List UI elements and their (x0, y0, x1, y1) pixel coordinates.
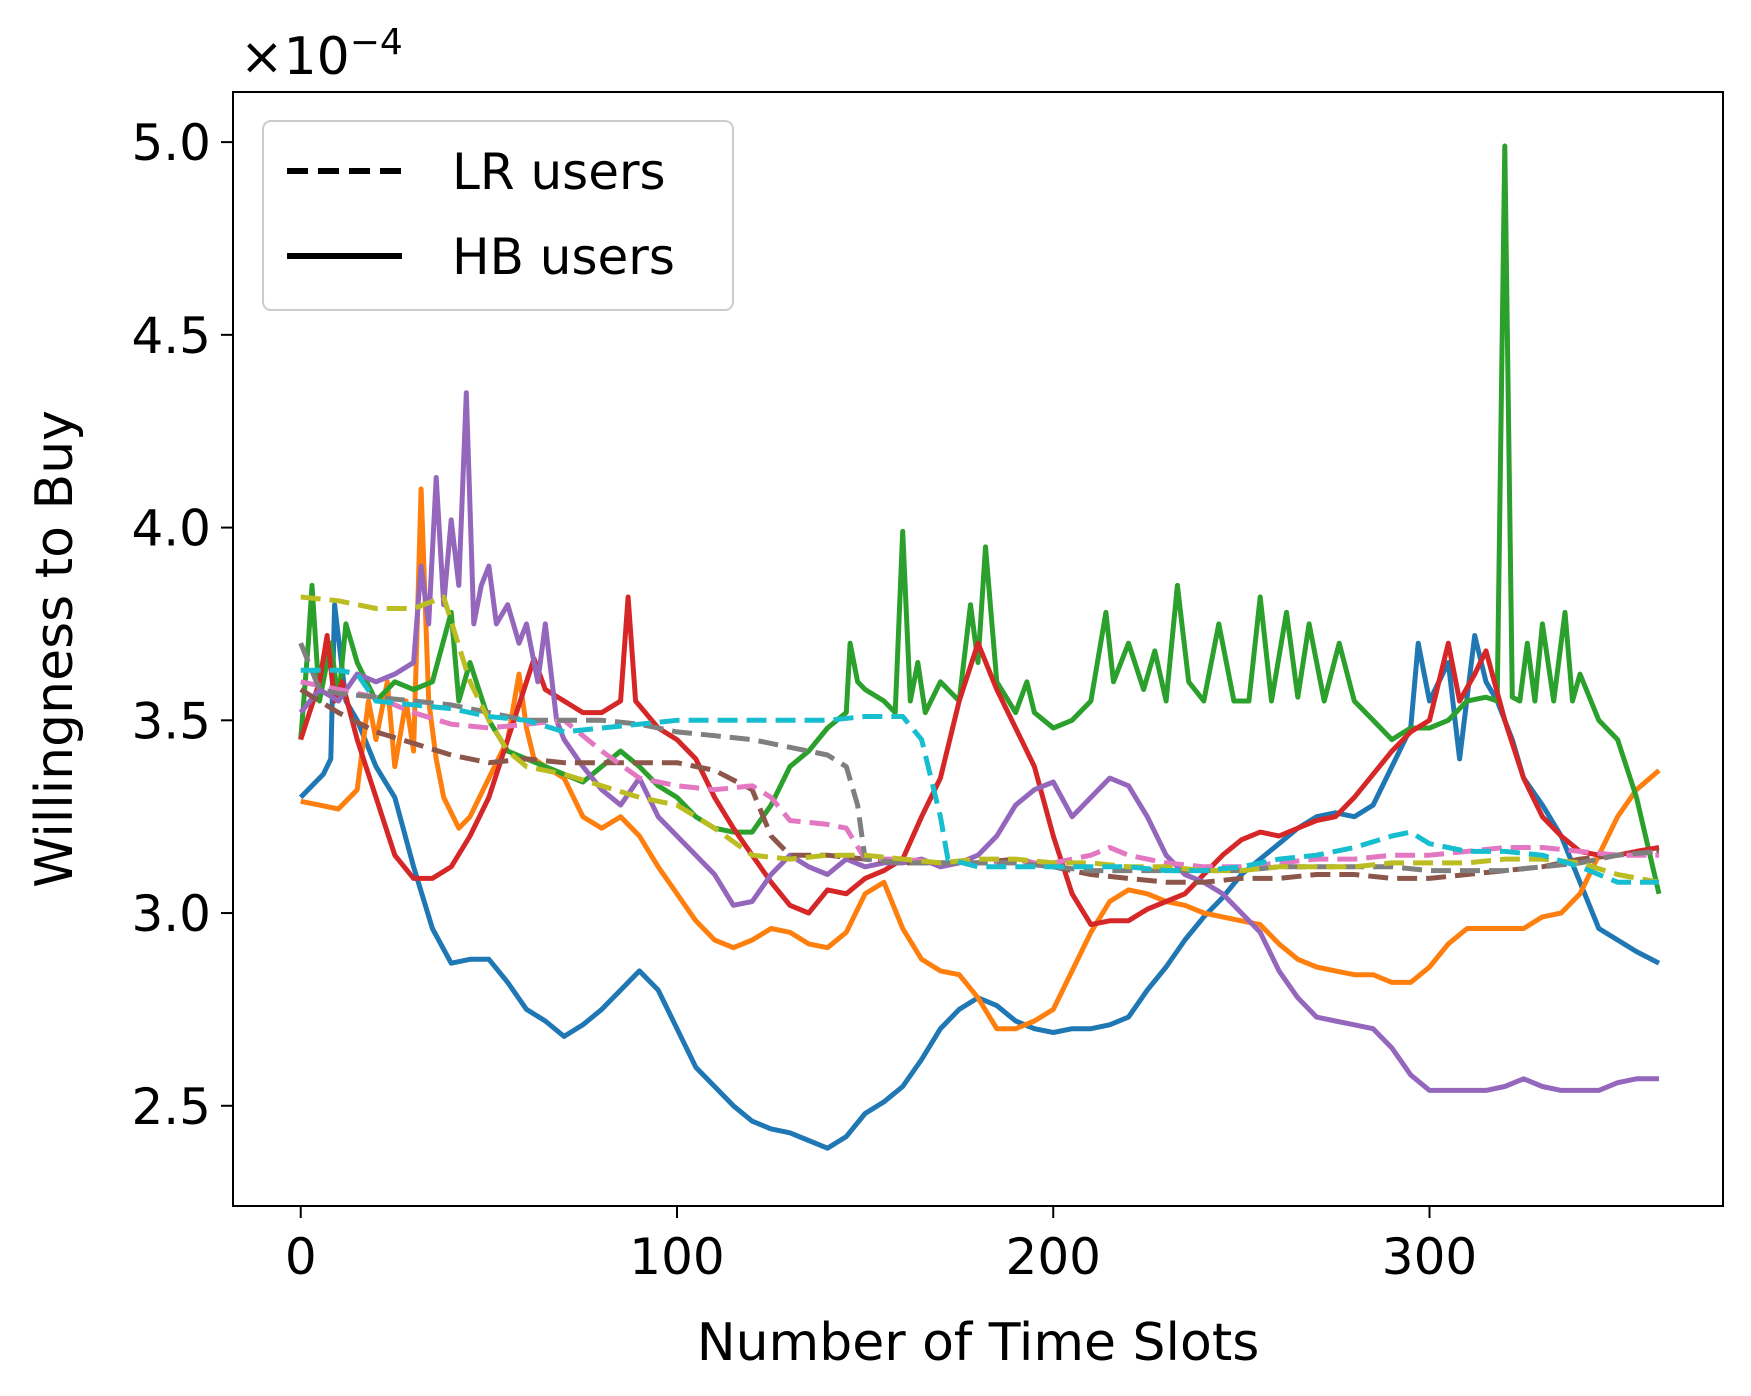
legend-label-lr: LR users (452, 143, 666, 201)
series-line-10 (300, 667, 1659, 885)
x-tick-label: 200 (1006, 1228, 1101, 1286)
series-line-4 (298, 594, 1660, 928)
y-tick-label: 3.5 (131, 692, 211, 750)
legend-label-hb: HB users (452, 228, 675, 286)
y-tick-label: 2.5 (131, 1078, 211, 1136)
x-tick-label: 300 (1382, 1228, 1477, 1286)
y-axis-ticks: 2.5 3.0 3.5 4.0 4.5 5.0 (131, 114, 233, 1136)
x-tick-label: 100 (629, 1228, 724, 1286)
y-tick-label: 3.0 (131, 885, 211, 943)
y-tick-label: 5.0 (131, 114, 211, 172)
y-axis-label: Willingness to Buy (25, 410, 85, 888)
series-line-9 (300, 594, 1660, 885)
series-lines (298, 143, 1662, 1151)
x-axis-label: Number of Time Slots (697, 1313, 1260, 1373)
y-axis-multiplier: ×10−4 (240, 22, 403, 87)
x-tick-label: 0 (285, 1228, 317, 1286)
plot-frame (232, 91, 1724, 1207)
series-line-3 (298, 143, 1662, 895)
x-axis-ticks: 0 100 200 300 (285, 1206, 1477, 1286)
y-tick-label: 4.5 (131, 307, 211, 365)
legend: LR users HB users (262, 120, 734, 311)
series-line-6 (299, 687, 1660, 885)
series-line-2 (300, 486, 1661, 1032)
y-tick-label: 4.0 (131, 500, 211, 558)
